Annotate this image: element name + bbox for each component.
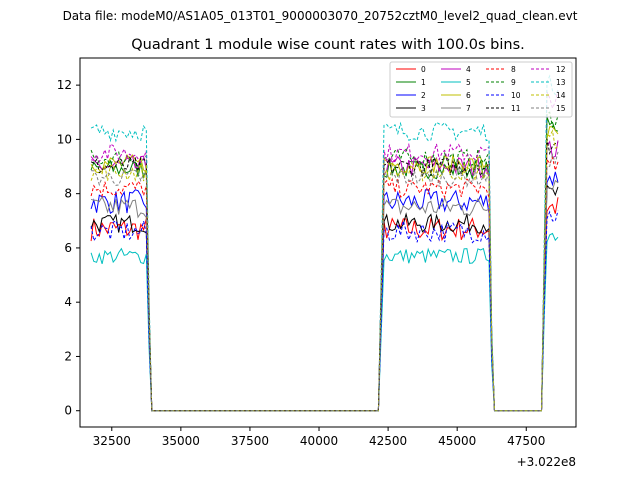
legend-label: 8 (511, 65, 516, 74)
legend-label: 15 (556, 104, 566, 113)
y-axis: 0 2 4 6 8 10 12 (57, 78, 80, 418)
series-line-7 (90, 179, 559, 412)
y-tick-label: 10 (57, 132, 72, 146)
legend-label: 5 (466, 78, 471, 87)
y-tick-label: 2 (64, 349, 72, 363)
x-tick-label: 40000 (300, 434, 338, 448)
series-line-12 (91, 89, 559, 412)
y-tick-label: 8 (64, 187, 72, 201)
legend-label: 9 (511, 78, 516, 87)
chart-suptitle: Data file: modeM0/AS1A05_013T01_90000030… (63, 9, 578, 23)
series-line-14 (90, 129, 559, 412)
x-tick-label: 42500 (369, 434, 407, 448)
chart-title: Quadrant 1 module wise count rates with … (131, 37, 525, 53)
legend-box (389, 61, 573, 118)
legend-label: 2 (421, 91, 426, 100)
legend-label: 7 (466, 104, 471, 113)
x-axis: 32500 35000 37500 40000 42500 45000 47500 (93, 427, 545, 448)
y-tick-label: 0 (64, 404, 72, 418)
y-tick-label: 12 (57, 78, 72, 92)
x-tick-label: 37500 (231, 434, 269, 448)
series-line-0 (90, 197, 559, 412)
legend-label: 12 (556, 65, 566, 74)
x-tick-label: 45000 (438, 434, 476, 448)
legend-label: 14 (556, 91, 566, 100)
x-tick-label: 47500 (507, 434, 545, 448)
plot-frame-border (79, 57, 577, 428)
series-line-3 (90, 184, 559, 412)
legend-label: 3 (421, 104, 426, 113)
legend-label: 0 (421, 65, 426, 74)
series-line-15 (91, 151, 559, 412)
legend-label: 6 (466, 91, 471, 100)
plot-area (79, 57, 577, 428)
x-tick-label: 35000 (162, 434, 200, 448)
series-layer (90, 74, 559, 412)
y-tick-label: 6 (64, 241, 72, 255)
series-line-5 (90, 232, 559, 412)
legend-label: 4 (466, 65, 471, 74)
series-line-8 (90, 155, 559, 412)
series-line-6 (90, 126, 559, 412)
x-tick-label: 32500 (93, 434, 131, 448)
legend-label: 1 (421, 78, 426, 87)
series-line-10 (90, 210, 559, 412)
y-tick-label: 4 (64, 295, 72, 309)
legend-label: 13 (556, 78, 566, 87)
series-line-11 (90, 138, 559, 412)
legend-label: 11 (511, 104, 521, 113)
x-offset-label: +3.022e8 (517, 455, 576, 469)
series-line-13 (90, 74, 559, 412)
legend-label: 10 (511, 91, 521, 100)
series-line-2 (90, 171, 559, 412)
